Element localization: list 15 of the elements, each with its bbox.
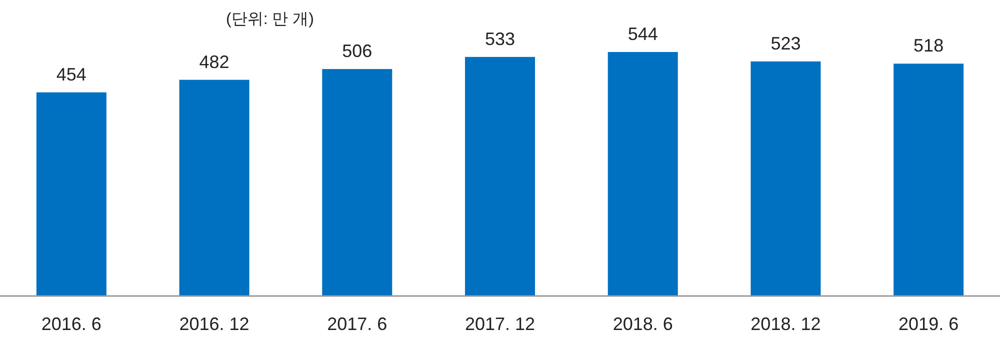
data-label: 506 [342,41,372,62]
text: (단위: 만 개) [226,11,314,28]
x-tick-label: 2016. 12 [179,314,250,334]
data-label: 454 [56,64,86,84]
data-label: 482 [199,52,230,72]
data-label: 518 [914,36,944,56]
data-label: 544 [628,24,658,44]
data-label: 523 [770,33,801,54]
x-tick-label: 2018. 12 [750,314,821,334]
x-tick-label: 2017. 6 [327,314,388,334]
x-tick-label: 2017. 12 [464,314,536,334]
x-tick-label: 2019. 6 [898,314,959,334]
data-label: 533 [484,28,516,49]
x-tick-label: 2016. 6 [41,314,102,334]
x-tick-label: 2018. 6 [612,314,673,334]
